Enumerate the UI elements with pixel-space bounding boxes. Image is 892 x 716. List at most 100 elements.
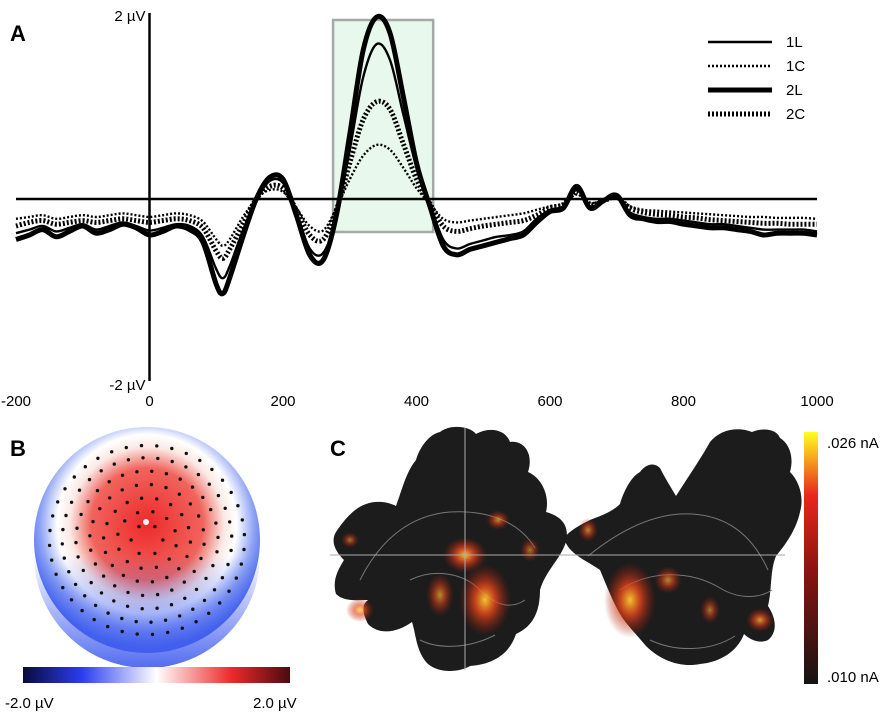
electrode-dot bbox=[92, 617, 96, 622]
electrode-dot bbox=[183, 596, 187, 600]
electrode-dot bbox=[106, 611, 110, 615]
electrode-dot bbox=[124, 445, 128, 450]
electrode-dot bbox=[110, 563, 115, 568]
panel-c-label: C bbox=[330, 436, 346, 461]
electrode-dot bbox=[93, 562, 98, 566]
electrode-dot bbox=[240, 518, 244, 522]
electrode-dot bbox=[186, 525, 191, 530]
electrode-dot bbox=[194, 620, 198, 624]
electrode-dot bbox=[137, 551, 141, 556]
electrode-dot bbox=[165, 575, 169, 580]
electrode-dot bbox=[135, 470, 139, 474]
electrode-dot bbox=[126, 458, 131, 462]
electrode-dot bbox=[120, 473, 125, 477]
electrode-dot bbox=[194, 587, 199, 592]
x-axis-ticks: -200 0 200 400 600 800 1000 bbox=[1, 393, 834, 410]
scalp-topography: -2.0 µV 2.0 µV bbox=[5, 427, 297, 712]
electrode-dot bbox=[150, 632, 155, 637]
electrode-dot bbox=[69, 500, 74, 504]
electrode-dot bbox=[123, 519, 127, 523]
electrode-dot bbox=[178, 614, 182, 618]
electrode-dot bbox=[167, 557, 171, 561]
electrode-dots bbox=[47, 443, 247, 637]
electrode-dot bbox=[153, 551, 157, 556]
electrode-dot bbox=[164, 485, 168, 490]
x-tick-label: -200 bbox=[1, 393, 31, 410]
electrode-dot bbox=[202, 542, 206, 546]
electrode-dot bbox=[135, 579, 139, 583]
electrode-dot bbox=[99, 591, 104, 595]
electrode-dot bbox=[79, 512, 83, 517]
activation-blobs bbox=[341, 510, 774, 638]
electrode-dot bbox=[99, 469, 103, 473]
electrode-dot bbox=[110, 450, 114, 454]
electrode-dot bbox=[134, 619, 138, 624]
electrode-dot bbox=[91, 519, 95, 524]
electrode-dot bbox=[196, 472, 201, 477]
electrode-dot bbox=[220, 576, 225, 580]
electrode-dot bbox=[80, 608, 84, 613]
electrode-dot bbox=[113, 509, 117, 513]
electrode-dot bbox=[216, 535, 220, 540]
electrode-dot bbox=[202, 598, 207, 603]
electrode-dot bbox=[135, 632, 139, 636]
electrode-dot bbox=[151, 510, 155, 514]
electrode-dot bbox=[242, 547, 246, 552]
electrode-dot bbox=[83, 594, 87, 598]
electrode-dot bbox=[207, 611, 211, 615]
electrode-dot bbox=[89, 548, 93, 552]
electrode-dot bbox=[112, 599, 116, 603]
electrode-dot bbox=[215, 550, 219, 554]
electrode-dot bbox=[56, 500, 60, 504]
electrode-dot bbox=[156, 456, 160, 461]
electrode-dot bbox=[211, 563, 215, 568]
electrode-dot bbox=[120, 488, 124, 492]
electrode-dot bbox=[201, 528, 205, 532]
electrode-dot bbox=[67, 570, 71, 574]
electrode-dot bbox=[177, 492, 181, 496]
electrode-dot bbox=[188, 540, 193, 544]
electrode-dot bbox=[73, 582, 78, 587]
x-tick-label: 0 bbox=[145, 393, 153, 410]
electrode-dot bbox=[87, 477, 92, 482]
electrode-dot bbox=[83, 465, 88, 469]
electrode-dot bbox=[161, 538, 165, 542]
source-scale-min: .010 nA bbox=[827, 669, 879, 686]
electrode-dot bbox=[95, 488, 100, 493]
x-tick-label: 800 bbox=[671, 393, 696, 410]
electrode-dot bbox=[63, 487, 67, 491]
electrode-dot bbox=[177, 567, 181, 571]
electrode-dot bbox=[112, 462, 117, 466]
electrode-dot bbox=[178, 477, 182, 481]
electrode-dot bbox=[81, 568, 86, 573]
electrode-dot bbox=[60, 542, 64, 546]
source-scale-max: .026 nA bbox=[827, 435, 879, 452]
electrode-dot bbox=[106, 624, 110, 629]
electrode-dot bbox=[51, 514, 55, 518]
source-colorbar bbox=[804, 432, 818, 684]
erp-waveform-chart: 2 µV -2 µV -200 0 200 400 600 800 1000 1L 1C 2L 2… bbox=[1, 8, 834, 410]
panel-b-label: B bbox=[10, 436, 26, 461]
panel-a-label: A bbox=[10, 21, 26, 46]
electrode-dot bbox=[155, 606, 159, 610]
y-axis-bottom-label: -2 µV bbox=[109, 377, 145, 394]
electrode-dot bbox=[229, 490, 233, 495]
electrode-dot bbox=[184, 465, 188, 469]
electrode-dot bbox=[214, 521, 218, 525]
electrode-dot bbox=[153, 524, 157, 529]
chart-legend: 1L 1C 2L 2C bbox=[708, 34, 805, 123]
electrode-dot bbox=[77, 488, 82, 492]
electrode-dot bbox=[126, 590, 130, 595]
sulcus-line bbox=[419, 634, 496, 647]
electrode-dot bbox=[196, 514, 201, 518]
electrode-dot bbox=[170, 446, 174, 451]
legend-label-2c: 2C bbox=[786, 106, 805, 123]
electrode-dot bbox=[149, 620, 153, 624]
x-tick-label: 1000 bbox=[800, 393, 833, 410]
electrode-dot bbox=[220, 478, 225, 482]
electrode-dot bbox=[188, 502, 193, 506]
electrode-dot bbox=[69, 598, 74, 602]
electrode-dot bbox=[180, 512, 184, 517]
electrode-dot bbox=[125, 604, 130, 608]
x-tick-label: 200 bbox=[270, 393, 295, 410]
